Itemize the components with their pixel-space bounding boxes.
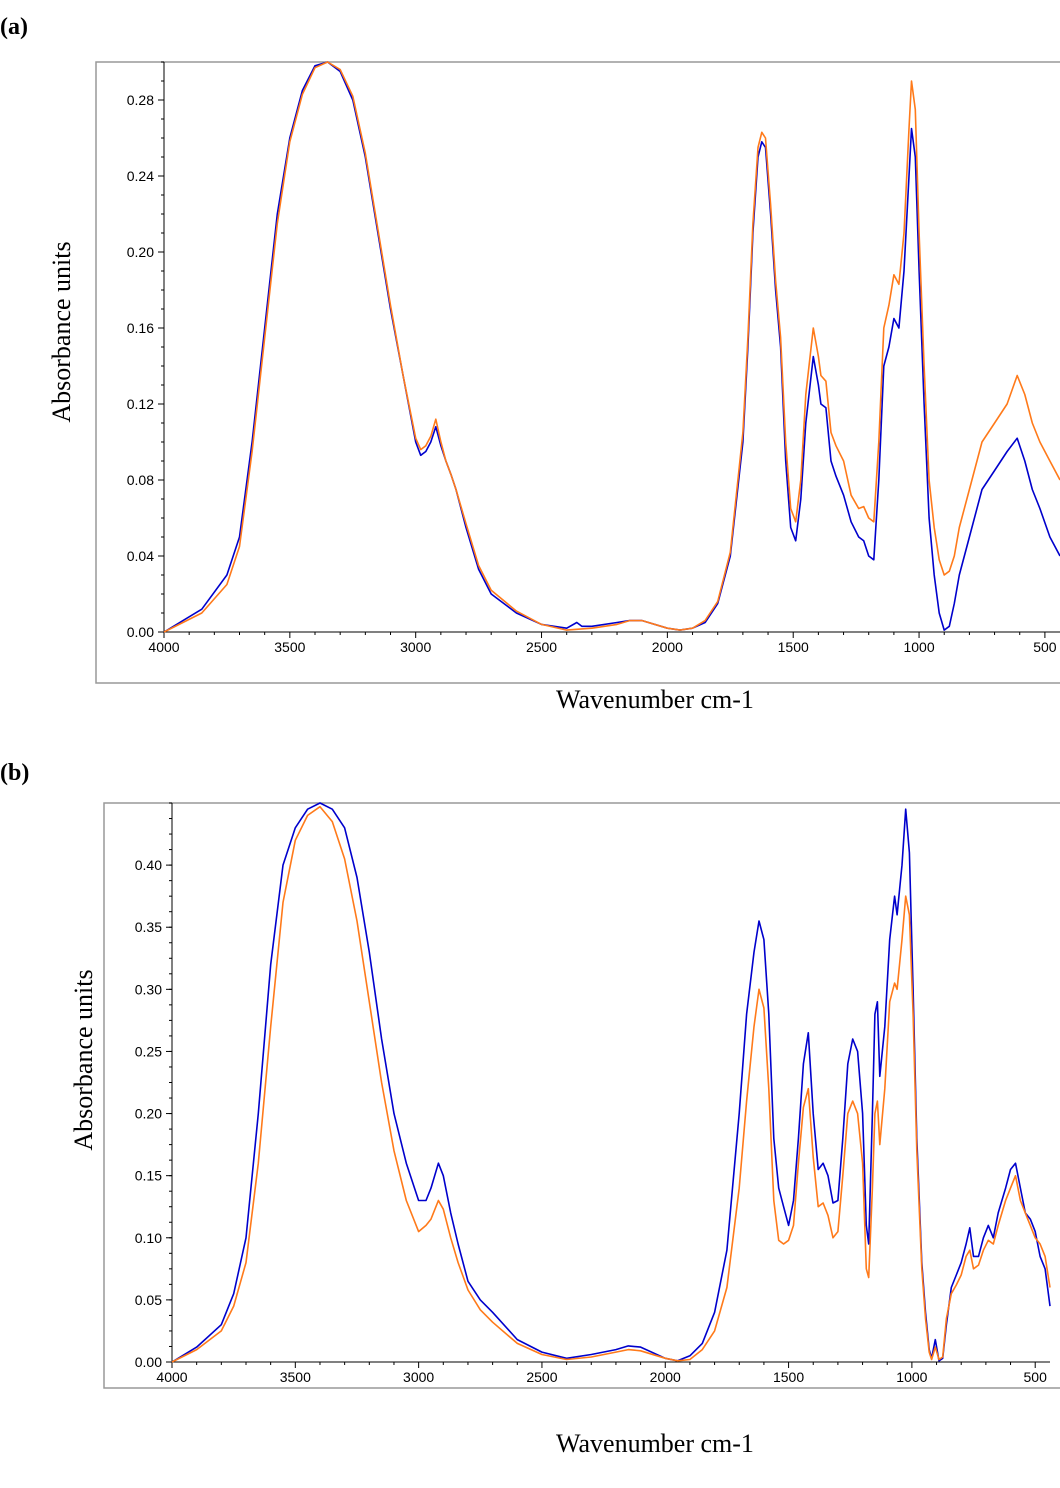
panel-b-axes: 4000 3500 3000 2500 2000 1500 1000 500 0.00 0.05 0… <box>135 803 1050 1385</box>
panel-a-y-tick-label: 0.08 <box>127 472 154 488</box>
panel-b-y-tick-label: 0.35 <box>135 919 162 935</box>
panel-a-series-1-line <box>164 62 1060 632</box>
panel-b-x-tick-label: 500 <box>1024 1369 1048 1385</box>
panel-b-y-axis-title: Absorbance units <box>69 969 98 1150</box>
panel-a-y-tick-label: 0.28 <box>127 92 154 108</box>
panel-b-y-tick-label: 0.25 <box>135 1043 162 1059</box>
panel-b-y-tick-label: 0.10 <box>135 1230 162 1246</box>
panel-a-x-tick-label: 500 <box>1033 639 1057 655</box>
panel-b-series-1-line <box>172 803 1050 1362</box>
panel-a-x-axis-title: Wavenumber cm-1 <box>556 685 754 714</box>
panel-b-series <box>172 803 1050 1362</box>
panel-b-frame <box>104 803 1060 1388</box>
panel-a-series <box>164 62 1060 632</box>
panel-a-y-tick-label: 0.04 <box>127 548 154 564</box>
panel-a-y-tick-label: 0.20 <box>127 244 154 260</box>
panel-b-y-tick-label: 0.00 <box>135 1354 162 1370</box>
panel-b-x-tick-label: 3000 <box>403 1369 434 1385</box>
panel-a-x-tick-label: 2000 <box>652 639 683 655</box>
panel-b: (b) 4000 3500 3000 2500 2000 1500 1000 500 0.00 0… <box>0 760 1060 1458</box>
panel-a-x-tick-label: 3000 <box>400 639 431 655</box>
panel-a: (a) 4000 3500 3000 2500 2000 1500 1000 500 0.00 0… <box>0 14 1060 714</box>
panel-a-y-tick-label: 0.00 <box>127 624 154 640</box>
panel-b-label: (b) <box>0 760 29 786</box>
panel-b-y-tick-label: 0.05 <box>135 1292 162 1308</box>
panel-b-x-tick-label: 4000 <box>156 1369 187 1385</box>
panel-a-y-tick-label: 0.16 <box>127 320 154 336</box>
panel-b-x-tick-label: 1500 <box>773 1369 804 1385</box>
panel-b-x-tick-label: 1000 <box>896 1369 927 1385</box>
panel-b-x-axis-title: Wavenumber cm-1 <box>556 1429 754 1458</box>
panel-b-y-tick-label: 0.40 <box>135 857 162 873</box>
panel-a-label: (a) <box>0 14 28 40</box>
panel-a-axes: 4000 3500 3000 2500 2000 1500 1000 500 0.00 0.04 0… <box>127 62 1060 655</box>
panel-a-y-tick-label: 0.24 <box>127 168 154 184</box>
panel-b-y-tick-label: 0.20 <box>135 1106 162 1122</box>
panel-a-series-2-line <box>164 62 1060 632</box>
panel-a-x-tick-label: 3500 <box>274 639 305 655</box>
panel-b-series-2-line <box>172 807 1050 1362</box>
panel-b-x-tick-label: 2500 <box>526 1369 557 1385</box>
panel-a-y-tick-label: 0.12 <box>127 396 154 412</box>
panel-a-x-tick-label: 4000 <box>148 639 179 655</box>
panel-a-x-tick-label: 2500 <box>526 639 557 655</box>
panel-a-x-tick-label: 1500 <box>778 639 809 655</box>
panel-a-x-tick-label: 1000 <box>903 639 934 655</box>
panel-b-y-tick-label: 0.15 <box>135 1168 162 1184</box>
panel-a-y-axis-title: Absorbance units <box>47 241 76 422</box>
panel-b-x-tick-label: 2000 <box>650 1369 681 1385</box>
panel-b-y-tick-label: 0.30 <box>135 981 162 997</box>
panel-b-x-tick-label: 3500 <box>280 1369 311 1385</box>
